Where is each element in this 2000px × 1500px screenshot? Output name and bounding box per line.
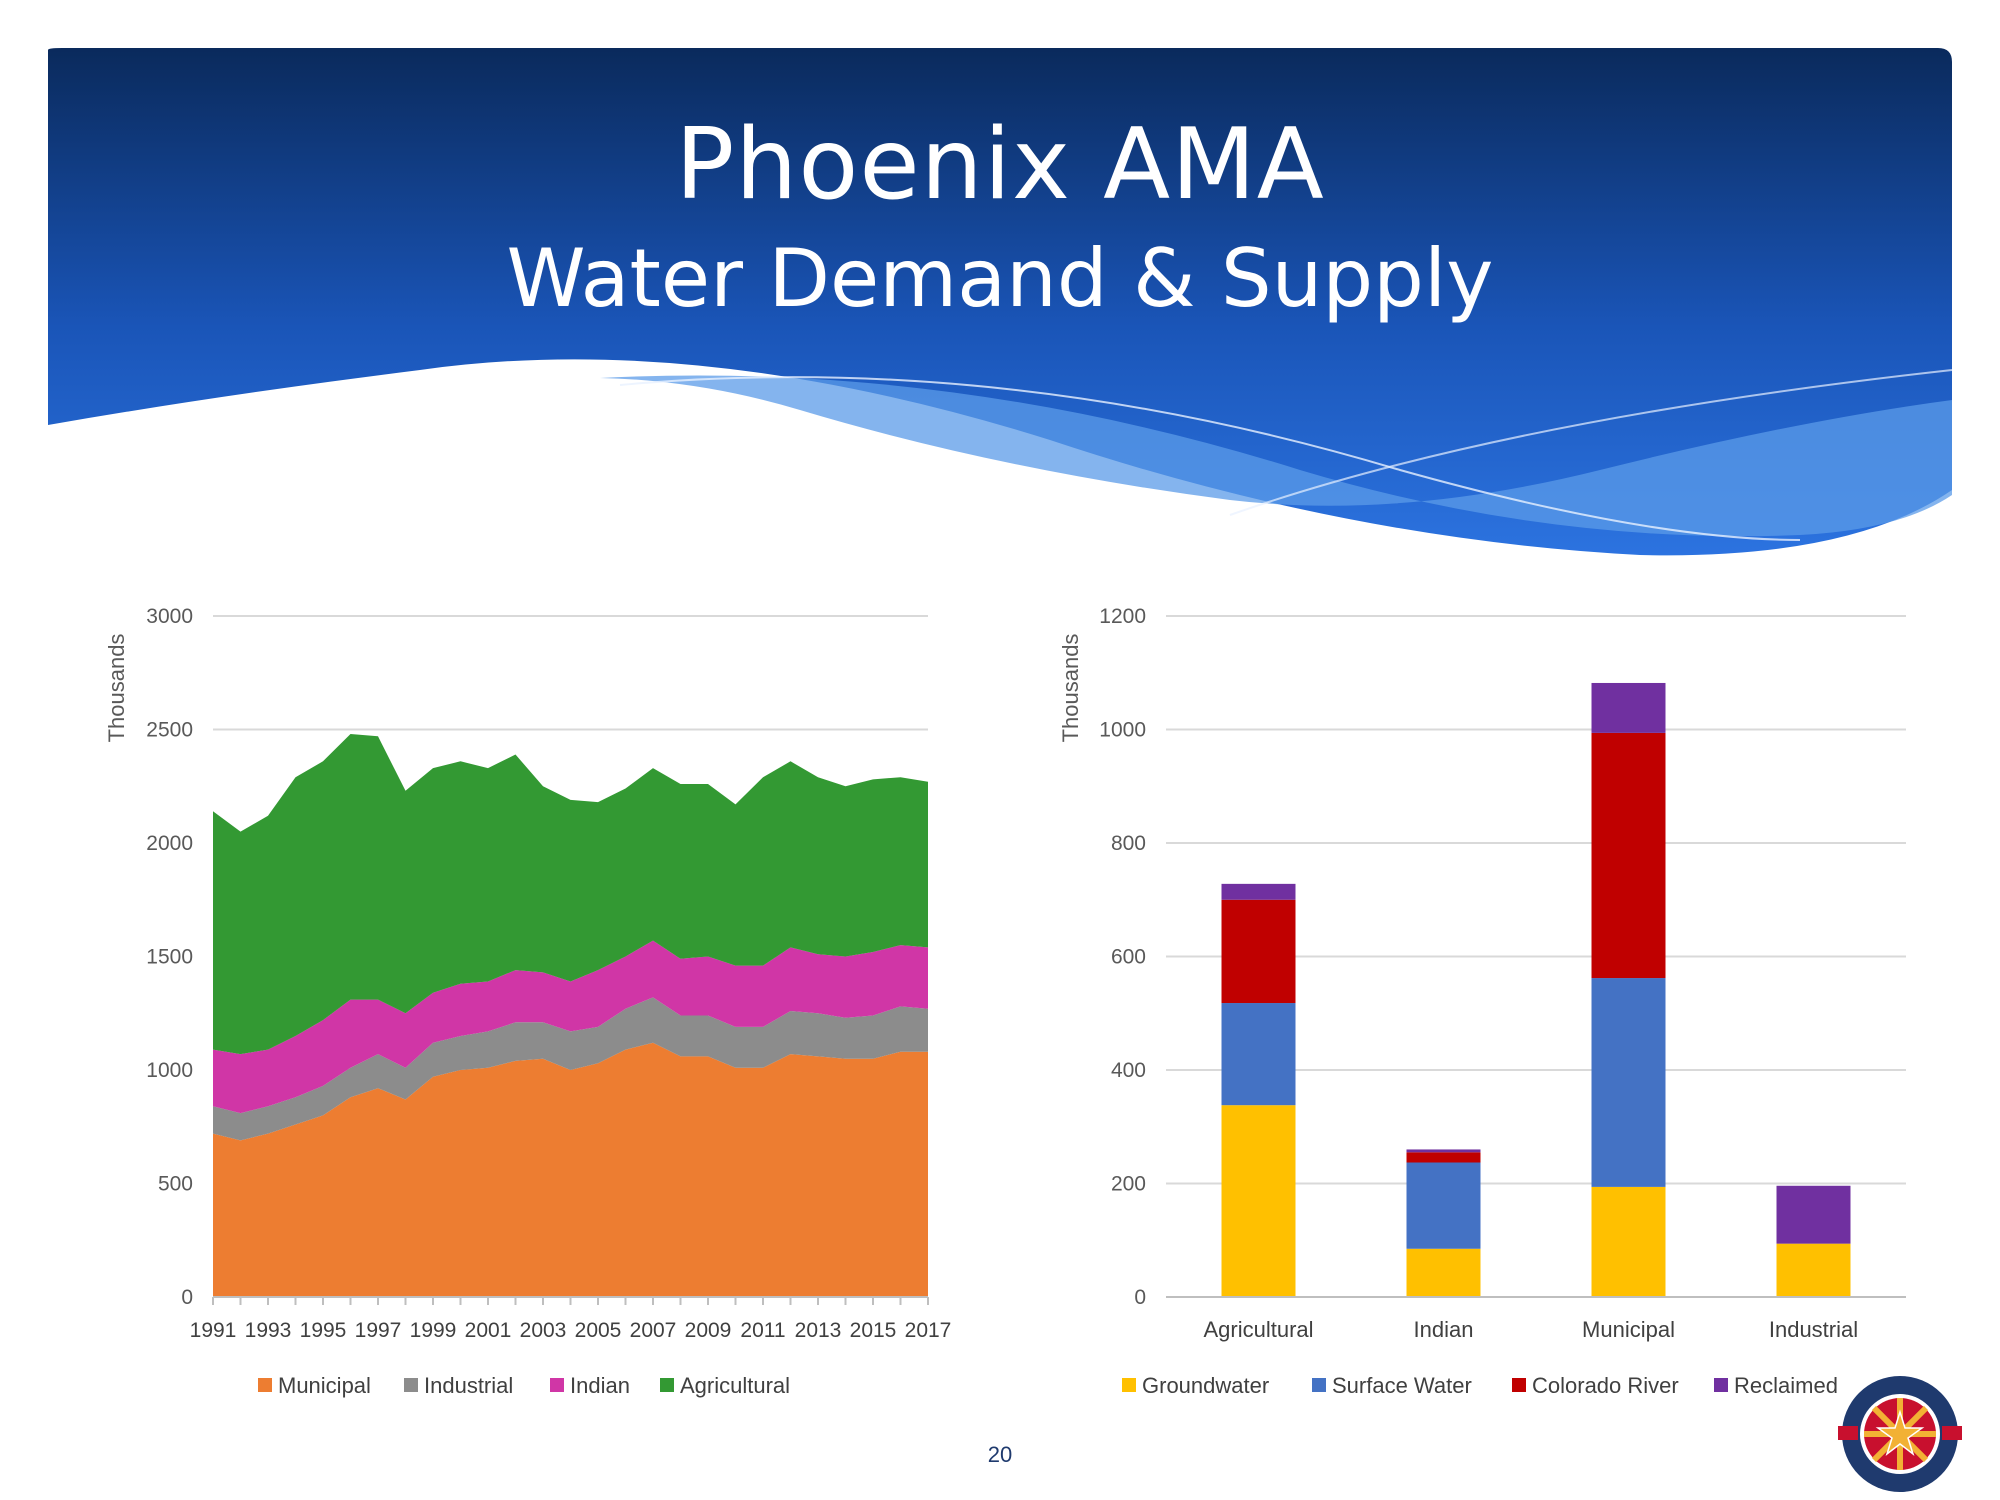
x-tick-label: 2005 — [575, 1319, 622, 1342]
legend-swatch-agricultural — [660, 1378, 674, 1392]
area-series-agricultural — [213, 734, 928, 1055]
x-tick-label: 2011 — [740, 1319, 785, 1342]
banner-wave-line-2 — [1229, 369, 1953, 516]
x-tick-label: 2009 — [685, 1319, 732, 1342]
banner-background — [48, 48, 1952, 556]
bar-segment-indian-colorado-river — [1406, 1152, 1481, 1163]
legend-label-agricultural: Agricultural — [680, 1373, 790, 1398]
bar-segment-municipal-reclaimed — [1591, 682, 1666, 733]
y-tick-label: 1200 — [1099, 605, 1146, 628]
legend-label-surface-water: Surface Water — [1332, 1373, 1472, 1398]
legend-label-industrial: Industrial — [424, 1373, 513, 1398]
banner-wave-line-1 — [619, 376, 1801, 541]
page-number: 20 — [987, 1442, 1013, 1467]
y-tick-label: 0 — [181, 1286, 193, 1309]
y-tick-label: 2500 — [146, 719, 193, 742]
bar-segment-indian-reclaimed — [1406, 1149, 1481, 1153]
header-banner — [48, 48, 1953, 556]
y-tick-label: 800 — [1111, 832, 1146, 855]
adwr-logo — [1838, 1376, 1962, 1492]
legend-swatch-groundwater — [1122, 1378, 1136, 1392]
x-category-label: Agricultural — [1203, 1317, 1313, 1342]
x-tick-label: 1995 — [300, 1319, 347, 1342]
x-tick-label: 1991 — [190, 1319, 237, 1342]
legend-label-indian: Indian — [570, 1373, 630, 1398]
y-tick-label: 1000 — [1099, 719, 1146, 742]
slide-subtitle: Water Demand & Supply — [506, 232, 1494, 325]
legend-label-reclaimed: Reclaimed — [1734, 1373, 1838, 1398]
bar-segment-agricultural-reclaimed — [1221, 883, 1296, 900]
banner-wave-light — [600, 375, 1952, 537]
legend-label-municipal: Municipal — [278, 1373, 371, 1398]
area-series-industrial — [213, 997, 928, 1141]
x-category-label: Industrial — [1769, 1317, 1858, 1342]
legend-swatch-municipal — [258, 1378, 272, 1392]
legend-label-colorado-river: Colorado River — [1532, 1373, 1679, 1398]
y-axis-title: Thousands — [104, 634, 129, 743]
y-tick-label: 600 — [1111, 946, 1146, 969]
y-tick-label: 200 — [1111, 1173, 1146, 1196]
bar-segment-municipal-colorado-river — [1591, 732, 1666, 979]
bar-segment-municipal-surface-water — [1591, 978, 1666, 1187]
area-series-municipal — [213, 1042, 928, 1297]
legend-label-groundwater: Groundwater — [1142, 1373, 1269, 1398]
bar-segment-industrial-groundwater — [1776, 1243, 1851, 1297]
legend-swatch-reclaimed — [1714, 1378, 1728, 1392]
x-tick-label: 1997 — [355, 1319, 402, 1342]
bar-segment-industrial-reclaimed — [1776, 1185, 1851, 1244]
x-tick-label: 2001 — [465, 1319, 512, 1342]
y-tick-label: 1500 — [146, 946, 193, 969]
x-category-label: Municipal — [1582, 1317, 1675, 1342]
y-tick-label: 2000 — [146, 832, 193, 855]
y-tick-label: 0 — [1134, 1286, 1146, 1309]
x-tick-label: 2013 — [795, 1319, 842, 1342]
x-tick-label: 1999 — [410, 1319, 457, 1342]
x-category-label: Indian — [1414, 1317, 1474, 1342]
x-tick-label: 1993 — [245, 1319, 292, 1342]
bar-segment-indian-groundwater — [1406, 1248, 1481, 1297]
x-tick-label: 2003 — [520, 1319, 567, 1342]
y-tick-label: 1000 — [146, 1059, 193, 1082]
y-axis-title: Thousands — [1058, 634, 1083, 743]
x-tick-label: 2015 — [850, 1319, 897, 1342]
bar-segment-municipal-groundwater — [1591, 1186, 1666, 1297]
legend-swatch-indian — [550, 1378, 564, 1392]
y-tick-label: 500 — [158, 1173, 193, 1196]
slide-title: Phoenix AMA — [675, 108, 1325, 222]
y-tick-label: 400 — [1111, 1059, 1146, 1082]
x-tick-label: 2007 — [630, 1319, 677, 1342]
y-tick-label: 3000 — [146, 605, 193, 628]
arizona-star-seal-icon — [1838, 1376, 1962, 1492]
bar-segment-agricultural-surface-water — [1221, 1003, 1296, 1106]
bar-segment-agricultural-colorado-river — [1221, 899, 1296, 1004]
bar-segment-indian-surface-water — [1406, 1162, 1481, 1249]
legend-swatch-industrial — [404, 1378, 418, 1392]
x-tick-label: 2017 — [905, 1319, 952, 1342]
area-series-indian — [213, 940, 928, 1114]
bar-segment-agricultural-groundwater — [1221, 1105, 1296, 1297]
legend-swatch-surface-water — [1312, 1378, 1326, 1392]
legend-swatch-colorado-river — [1512, 1378, 1526, 1392]
